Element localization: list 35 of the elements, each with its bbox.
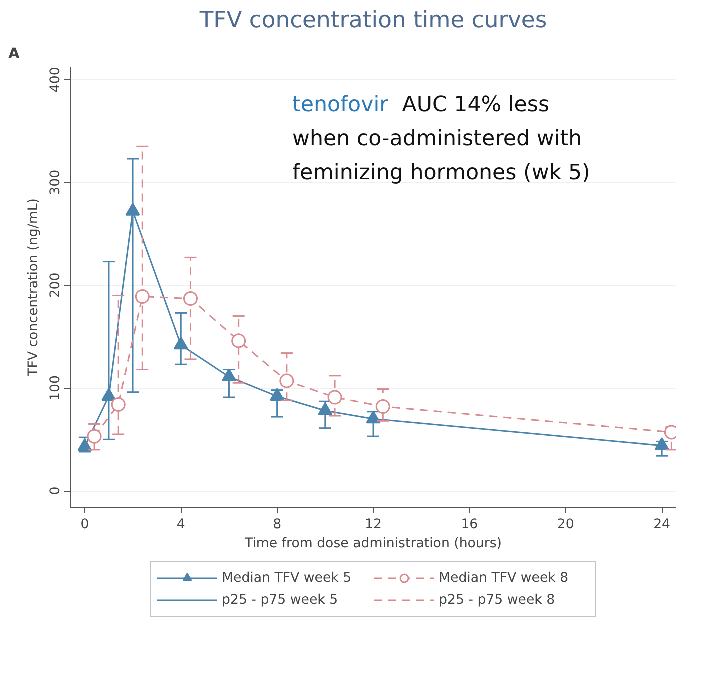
x-tick-label: 8 <box>273 518 282 532</box>
point <box>376 400 390 414</box>
x-tick-label: 0 <box>80 518 90 532</box>
x-tick-label: 24 <box>654 518 671 532</box>
text: p25 - p75 week 5 <box>222 592 340 608</box>
point <box>654 438 670 450</box>
annotation: tenofovir AUC 14% less when co-administered with feminizing hormones (wk 5) <box>292 92 590 186</box>
point <box>280 374 294 388</box>
y-tick-label: 100 <box>48 376 64 401</box>
point <box>366 410 381 424</box>
point <box>328 390 342 405</box>
y-axis-title: TFV concentration (ng/mL) <box>26 198 42 378</box>
point <box>270 388 285 401</box>
text: A <box>8 46 20 62</box>
y-tick-label: 300 <box>48 170 64 196</box>
x-tick-label: 16 <box>461 518 478 532</box>
point <box>174 336 188 350</box>
y-tick-label: 200 <box>48 272 64 298</box>
point <box>232 334 246 348</box>
point <box>222 368 236 382</box>
y-tick-label: 400 <box>48 67 64 93</box>
x-tick-label: 4 <box>176 518 186 532</box>
x-tick-label: 12 <box>365 518 382 532</box>
y-tick-label: 0 <box>48 486 64 496</box>
text: p25 - p75 week 8 <box>439 592 556 608</box>
legend-label: Median TFV week 8 <box>439 570 570 586</box>
point <box>102 388 116 401</box>
chart-title: TFV concentration time curves <box>198 8 548 34</box>
point <box>135 290 150 304</box>
point <box>111 397 126 412</box>
x-axis-title: Time from dose administration (hours) <box>244 536 502 552</box>
legend-label: Median TFV week 5 <box>222 570 353 586</box>
point <box>183 292 198 306</box>
point <box>318 402 333 416</box>
x-tick-label: 20 <box>557 518 574 532</box>
